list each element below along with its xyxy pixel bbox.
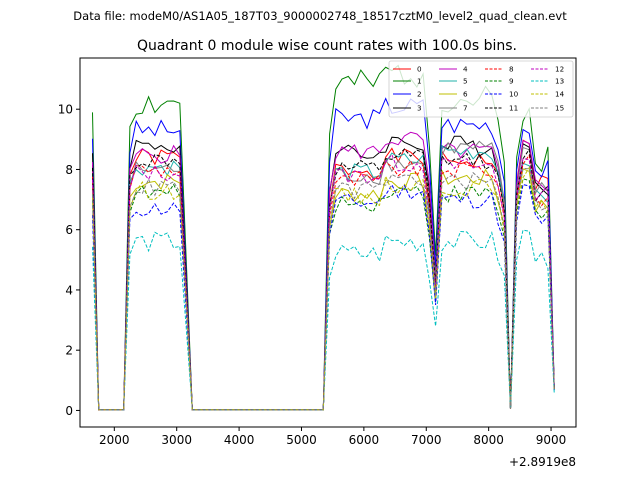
legend-label-1: 1 bbox=[417, 77, 422, 86]
series-line-4 bbox=[92, 131, 555, 411]
series-line-0 bbox=[92, 139, 555, 411]
series-layer bbox=[92, 64, 555, 411]
series-line-10 bbox=[92, 183, 555, 411]
series-line-6 bbox=[92, 168, 555, 411]
legend-label-2: 2 bbox=[417, 90, 422, 99]
y-tick-label: 4 bbox=[65, 283, 73, 297]
legend-label-14: 14 bbox=[555, 90, 565, 99]
x-tick-label: 5000 bbox=[286, 433, 317, 447]
series-line-13 bbox=[92, 229, 555, 411]
series-line-8 bbox=[92, 153, 555, 411]
legend-label-13: 13 bbox=[555, 77, 564, 86]
x-offset-label: +2.8919e8 bbox=[509, 455, 576, 469]
legend-label-8: 8 bbox=[509, 65, 514, 74]
legend-label-11: 11 bbox=[509, 104, 518, 113]
y-tick-label: 6 bbox=[65, 223, 73, 237]
series-line-2 bbox=[92, 97, 555, 411]
series-line-12 bbox=[92, 153, 555, 411]
legend-label-3: 3 bbox=[417, 104, 422, 113]
y-tick-label: 8 bbox=[65, 163, 73, 177]
x-tick-label: 3000 bbox=[161, 433, 192, 447]
y-axis: 0 2 4 6 8 10 bbox=[58, 103, 80, 418]
plot-frame bbox=[79, 57, 577, 428]
legend-label-0: 0 bbox=[417, 65, 422, 74]
legend-label-6: 6 bbox=[463, 90, 468, 99]
x-tick-label: 2000 bbox=[99, 433, 130, 447]
x-axis: 2000 3000 4000 5000 6000 7000 8000 9000 bbox=[99, 427, 566, 447]
x-tick-label: 7000 bbox=[411, 433, 442, 447]
y-tick-label: 0 bbox=[65, 404, 73, 418]
series-line-5 bbox=[92, 145, 555, 411]
legend-label-9: 9 bbox=[509, 77, 514, 86]
y-tick-label: 10 bbox=[58, 103, 73, 117]
chart-suptitle: Data file: modeM0/AS1A05_187T03_90000027… bbox=[73, 9, 567, 23]
legend-label-12: 12 bbox=[555, 65, 564, 74]
x-tick-label: 4000 bbox=[224, 433, 255, 447]
legend-label-4: 4 bbox=[463, 65, 468, 74]
x-tick-label: 6000 bbox=[349, 433, 380, 447]
x-tick-label: 8000 bbox=[473, 433, 504, 447]
legend-label-10: 10 bbox=[509, 90, 519, 99]
legend-label-7: 7 bbox=[463, 104, 468, 113]
x-tick-label: 9000 bbox=[536, 433, 567, 447]
series-line-15 bbox=[92, 167, 555, 411]
y-tick-label: 2 bbox=[65, 344, 73, 358]
legend-label-15: 15 bbox=[555, 104, 564, 113]
chart-title: Quadrant 0 module wise count rates with … bbox=[137, 38, 517, 54]
legend-box bbox=[388, 60, 574, 118]
series-line-14 bbox=[92, 166, 555, 411]
legend-label-5: 5 bbox=[463, 77, 468, 86]
